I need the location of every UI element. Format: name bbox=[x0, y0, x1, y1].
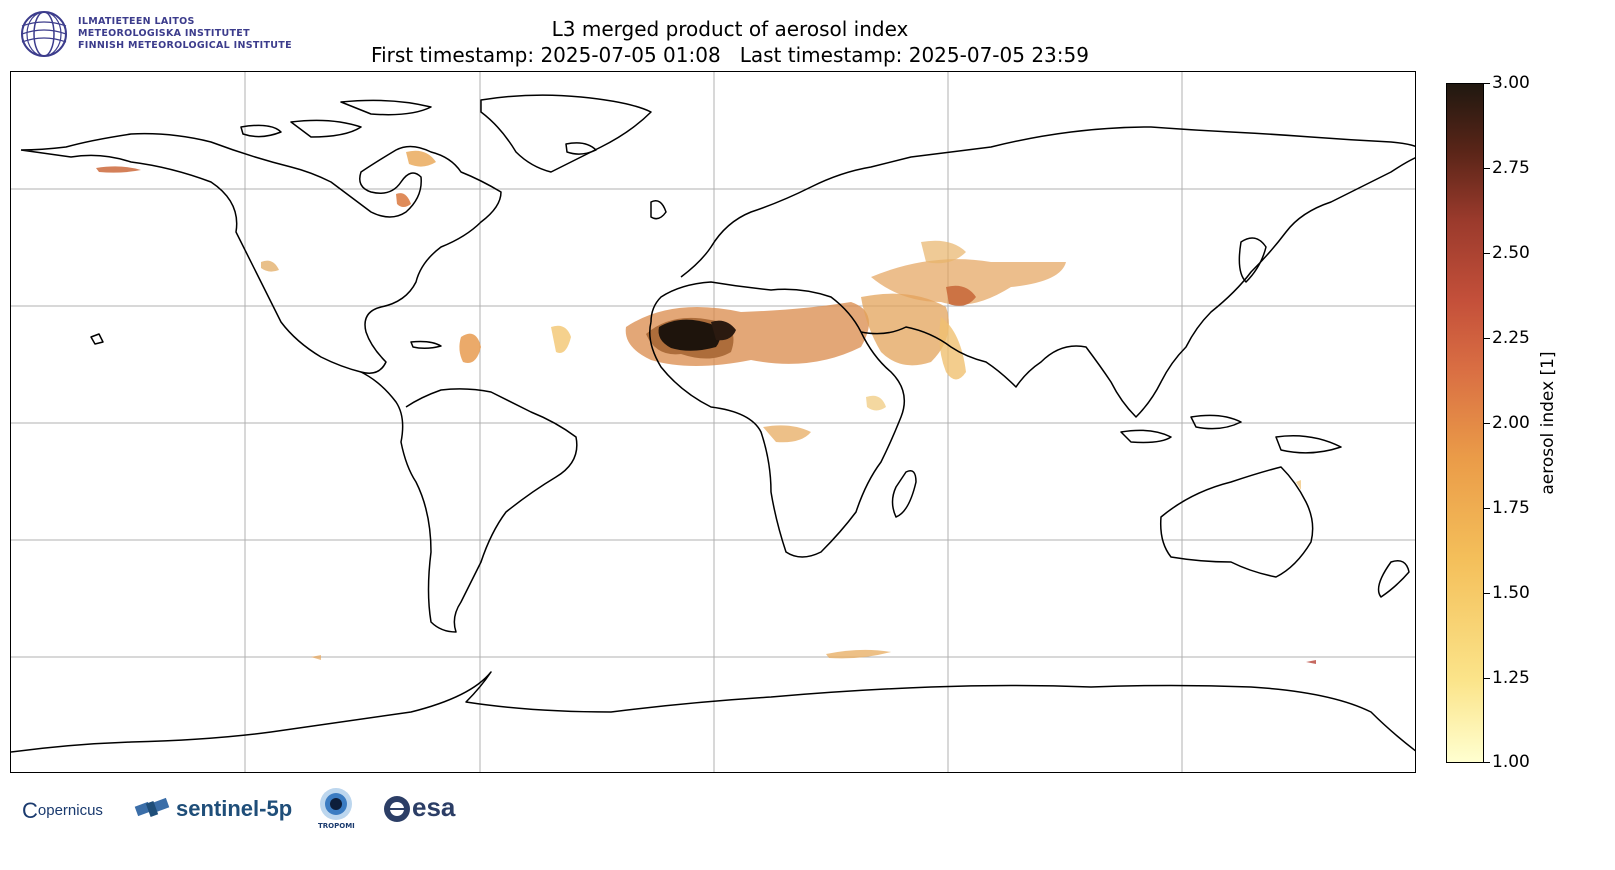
colorbar-tick-label: 2.00 bbox=[1492, 413, 1530, 433]
colorbar bbox=[1446, 83, 1484, 763]
colorbar-tick-label: 2.75 bbox=[1492, 158, 1530, 178]
colorbar-tick-mark bbox=[1484, 253, 1490, 254]
coast-madagascar bbox=[891, 470, 917, 518]
coast-greenland bbox=[480, 94, 652, 173]
colorbar-tick-mark bbox=[1484, 762, 1490, 763]
world-map bbox=[10, 71, 1416, 773]
colorbar-tick-mark bbox=[1484, 678, 1490, 679]
colorbar-tick-mark bbox=[1484, 423, 1490, 424]
colorbar-tick-label: 3.00 bbox=[1492, 73, 1530, 93]
aerosol-central-asia bbox=[871, 259, 1066, 305]
copernicus-logo: Copernicus bbox=[22, 798, 103, 824]
title-line-1: L3 merged product of aerosol index bbox=[551, 17, 909, 41]
esa-text: esa bbox=[412, 792, 456, 822]
aerosol-hudson bbox=[406, 150, 436, 167]
colorbar-tick-label: 1.50 bbox=[1492, 583, 1530, 603]
fmi-logo: ILMATIETEEN LAITOS METEOROLOGISKA INSTIT… bbox=[20, 10, 320, 62]
coast-north-america bbox=[20, 132, 502, 374]
copernicus-text: opernicus bbox=[37, 802, 103, 819]
tropomi-logo: TROPOMI bbox=[316, 786, 356, 830]
coast-indonesia bbox=[1120, 414, 1342, 454]
colorbar-tick-mark bbox=[1484, 168, 1490, 169]
sentinel-logo: sentinel-5p bbox=[132, 790, 292, 834]
colorbar-tick-label: 2.25 bbox=[1492, 328, 1530, 348]
coast-australia bbox=[1159, 466, 1314, 578]
colorbar-tick-label: 1.25 bbox=[1492, 668, 1530, 688]
coast-asia bbox=[860, 157, 1415, 418]
aerosol-layer bbox=[96, 150, 1316, 664]
fmi-name-fi: ILMATIETEEN LAITOS bbox=[78, 16, 195, 27]
tropomi-eye-icon bbox=[320, 788, 352, 820]
coast-antarctica bbox=[11, 671, 1415, 753]
coast-south-america bbox=[360, 371, 578, 633]
coastlines bbox=[11, 94, 1415, 753]
colorbar-tick-mark bbox=[1484, 508, 1490, 509]
esa-logo: esa bbox=[382, 792, 455, 828]
fmi-name-sv: METEOROLOGISKA INSTITUTET bbox=[78, 28, 250, 39]
map-canvas bbox=[11, 72, 1415, 772]
gridlines bbox=[11, 72, 1415, 772]
fmi-name-en: FINNISH METEOROLOGICAL INSTITUTE bbox=[78, 40, 292, 51]
tropomi-text: TROPOMI bbox=[318, 822, 355, 830]
coast-japan bbox=[1238, 237, 1267, 283]
aerosol-central-africa bbox=[763, 425, 811, 443]
fmi-name: ILMATIETEEN LAITOS METEOROLOGISKA INSTIT… bbox=[78, 16, 292, 52]
colorbar-tick-mark bbox=[1484, 593, 1490, 594]
partner-logos: Copernicus sentinel-5p TROPOMI esa bbox=[20, 786, 490, 836]
colorbar-tick-label: 2.50 bbox=[1492, 243, 1530, 263]
copernicus-c-icon: C bbox=[22, 798, 38, 823]
coast-africa bbox=[649, 281, 906, 558]
title-line-2: First timestamp: 2025-07-05 01:08 Last t… bbox=[371, 43, 1089, 67]
colorbar-ticks: 3.00 2.75 2.50 2.25 2.00 1.75 1.50 1.25 … bbox=[1484, 74, 1564, 771]
colorbar-axis-label: aerosol index [1] bbox=[1538, 351, 1558, 495]
colorbar-tick-label: 1.75 bbox=[1492, 498, 1530, 518]
aerosol-arabia bbox=[861, 293, 949, 366]
colorbar-tick-mark bbox=[1484, 338, 1490, 339]
esa-mark-icon bbox=[384, 796, 410, 822]
aerosol-caribbean bbox=[459, 333, 481, 363]
colorbar-tick-label: 1.00 bbox=[1492, 752, 1530, 772]
map-title: L3 merged product of aerosol index First… bbox=[300, 16, 1160, 68]
satellite-icon bbox=[134, 797, 170, 817]
coast-new-zealand bbox=[1377, 560, 1410, 598]
sentinel-text: sentinel-5p bbox=[176, 796, 293, 821]
fmi-globe-icon bbox=[21, 11, 67, 57]
colorbar-tick-mark bbox=[1484, 83, 1490, 84]
coast-europe bbox=[680, 126, 1415, 278]
